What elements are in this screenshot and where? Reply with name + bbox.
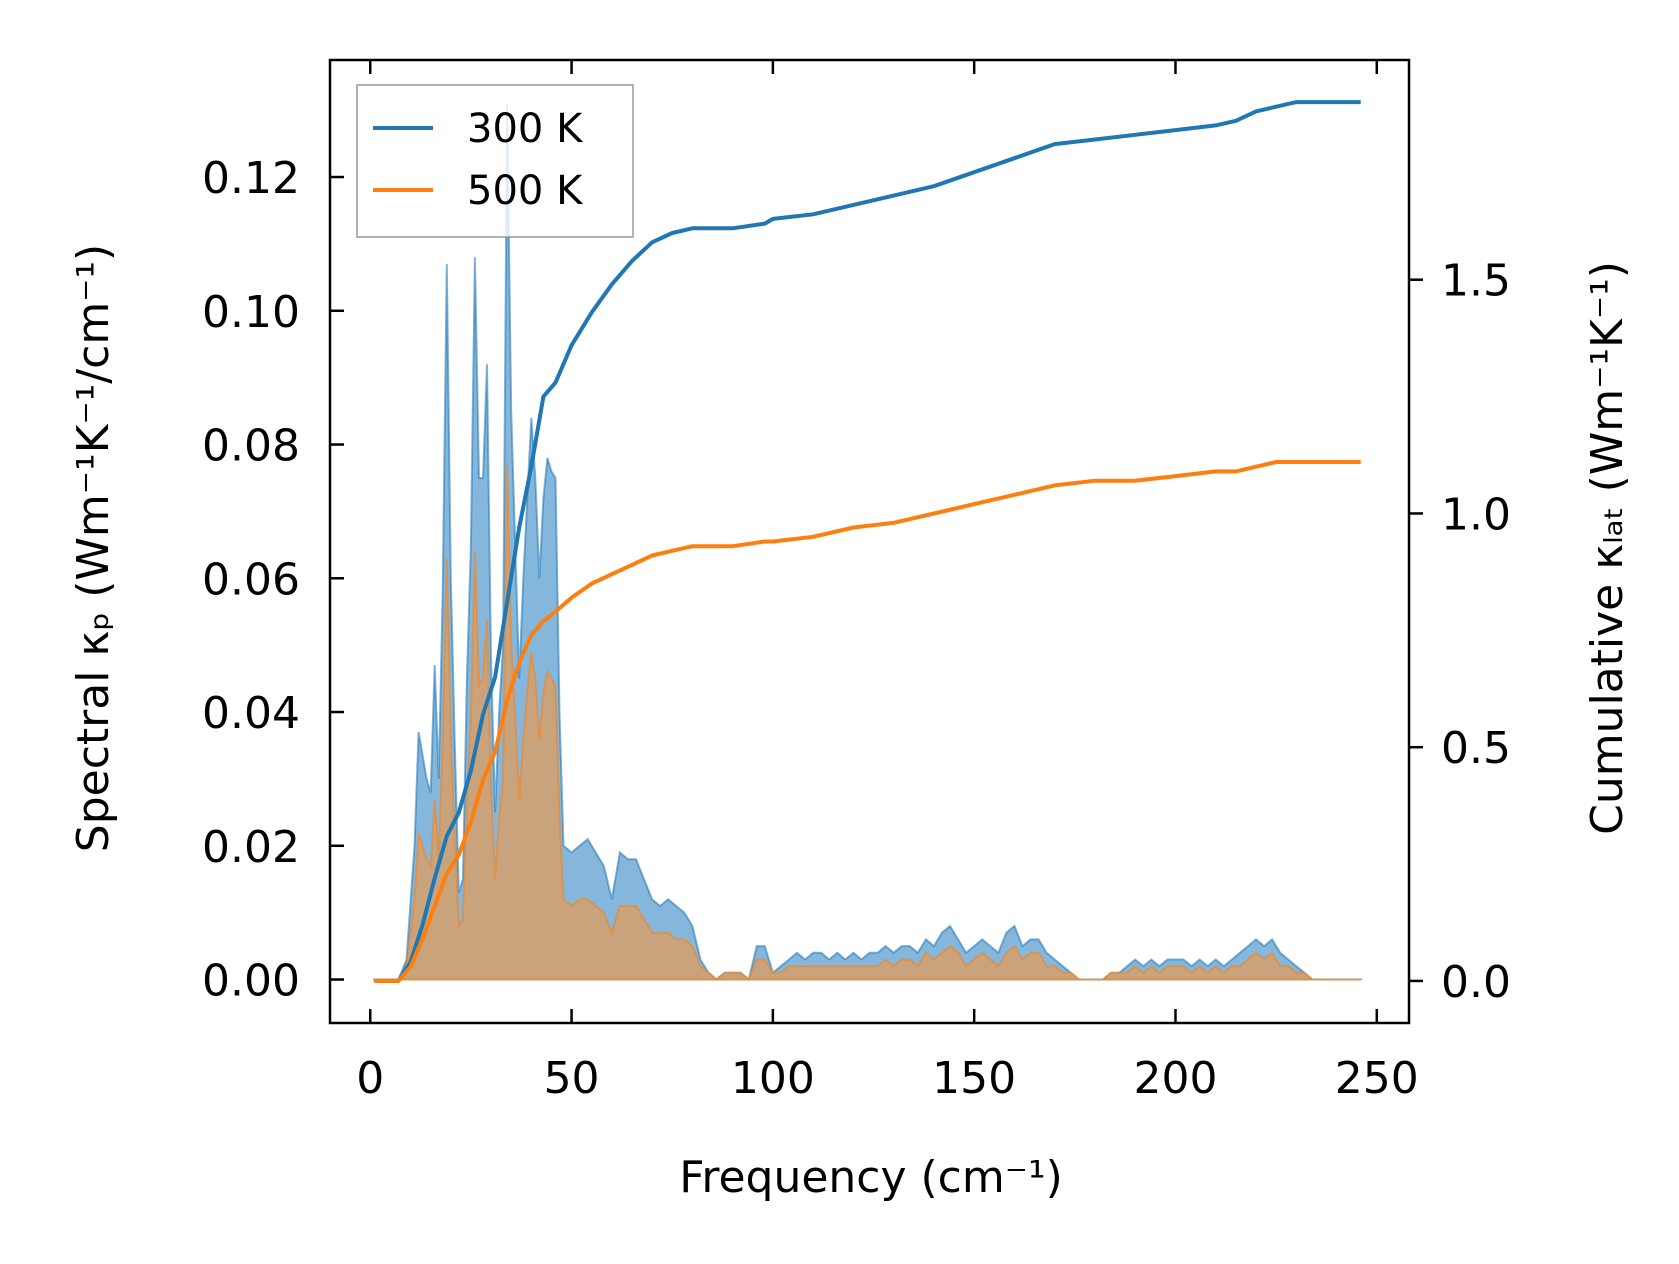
- y-left-tick-label: 0.02: [202, 822, 300, 873]
- legend: 300 K 500 K: [356, 84, 634, 238]
- x-tick-label: 50: [544, 1053, 600, 1104]
- y-left-tick-label: 0.06: [202, 554, 300, 605]
- right-y-axis-title: Cumulative κₗₐₜ (Wm⁻¹K⁻¹): [1582, 261, 1633, 835]
- cumulative-lines: [374, 100, 1361, 983]
- axis-tick-labels: 0 50 100 150 200 250 0.00 0.02 0.04 0.06 0.08 0.10 0…: [202, 153, 1511, 1104]
- y-left-tick-label: 0.10: [202, 287, 300, 338]
- y-left-tick-label: 0.00: [202, 956, 300, 1007]
- x-tick-label: 250: [1335, 1053, 1419, 1104]
- legend-label-300k: 300 K: [467, 106, 584, 152]
- x-tick-label: 200: [1133, 1053, 1217, 1104]
- spectral-area-500k: [372, 464, 1363, 982]
- cumulative-line-500k: [374, 460, 1361, 983]
- y-left-tick-label: 0.04: [202, 688, 300, 739]
- x-tick-label: 100: [731, 1053, 815, 1104]
- left-y-axis-title: Spectral κₚ (Wm⁻¹K⁻¹/cm⁻¹): [68, 244, 119, 852]
- y-right-tick-label: 1.5: [1441, 256, 1511, 307]
- legend-frame: [356, 84, 634, 238]
- y-left-tick-label: 0.12: [202, 153, 300, 204]
- y-right-tick-label: 1.0: [1441, 489, 1511, 540]
- plot-frame: [328, 58, 1411, 1025]
- y-right-tick-label: 0.0: [1441, 957, 1511, 1008]
- x-tick-label: 0: [356, 1053, 384, 1104]
- y-right-tick-label: 0.5: [1441, 723, 1511, 774]
- legend-label-500k: 500 K: [467, 168, 584, 214]
- cumulative-line-300k: [374, 100, 1361, 983]
- x-tick-label: 150: [932, 1053, 1016, 1104]
- y-left-tick-label: 0.08: [202, 421, 300, 472]
- x-axis-title: Frequency (cm⁻¹): [679, 1152, 1063, 1203]
- axis-ticks: [330, 60, 1423, 1023]
